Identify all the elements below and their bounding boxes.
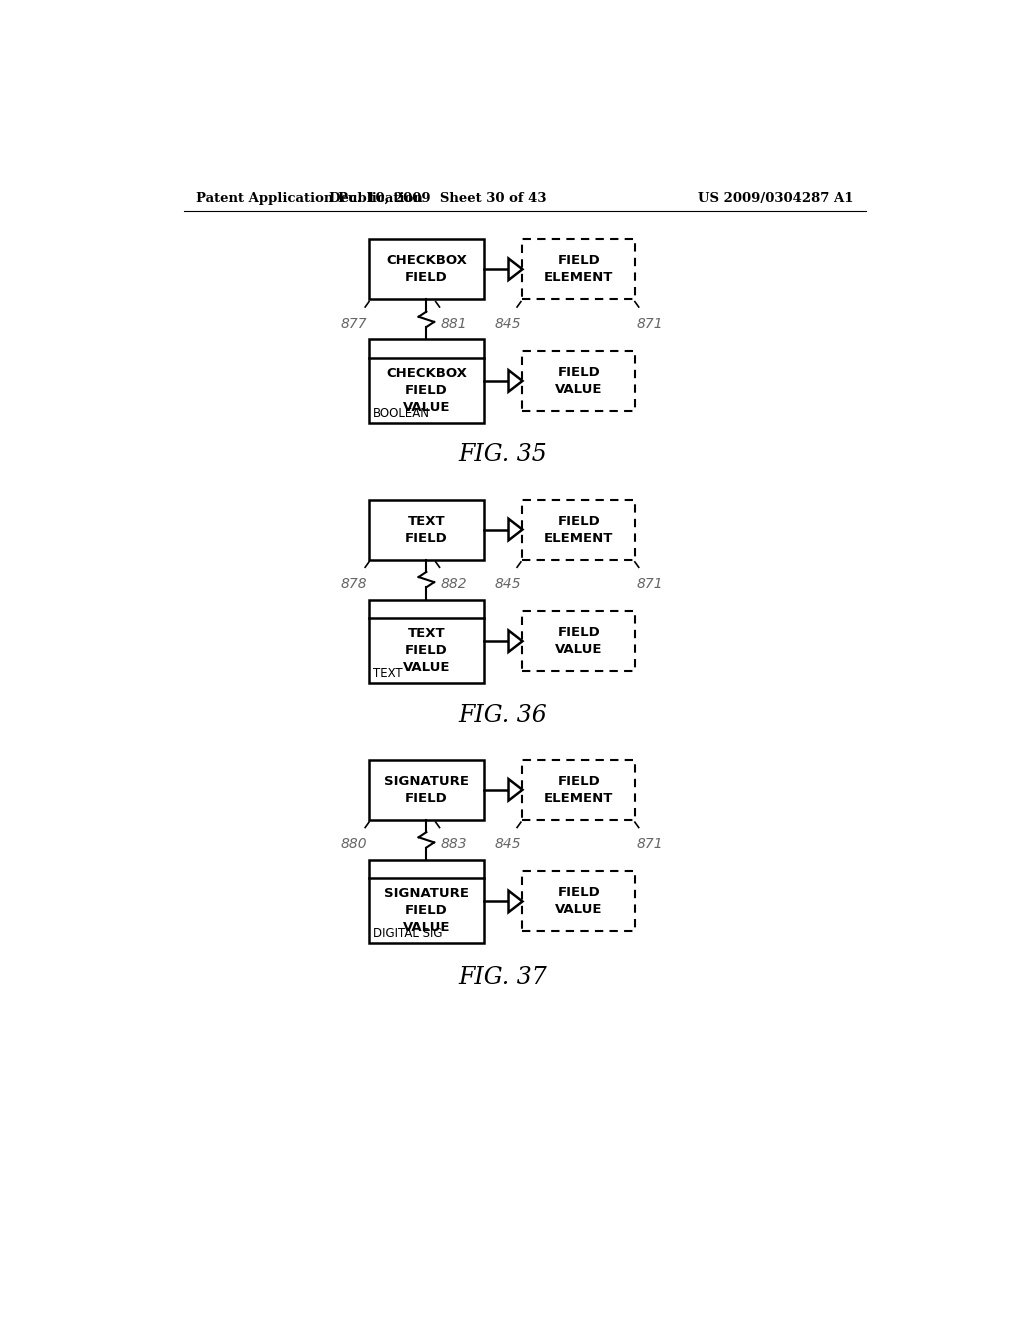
Bar <box>522 499 635 560</box>
Text: 880: 880 <box>341 837 368 851</box>
Bar <box>522 239 635 300</box>
Bar <box>522 351 635 411</box>
Text: SIGNATURE
FIELD: SIGNATURE FIELD <box>384 775 469 805</box>
Text: FIELD
VALUE: FIELD VALUE <box>555 366 602 396</box>
Text: 845: 845 <box>495 317 521 331</box>
Text: BOOLEAN: BOOLEAN <box>373 407 430 420</box>
Bar <box>522 760 635 820</box>
Text: 871: 871 <box>636 837 663 851</box>
Polygon shape <box>509 779 522 800</box>
Text: 845: 845 <box>495 837 521 851</box>
Text: 882: 882 <box>440 577 467 591</box>
Bar <box>369 239 483 300</box>
Text: FIELD
ELEMENT: FIELD ELEMENT <box>544 515 613 545</box>
Bar <box>369 859 483 942</box>
Polygon shape <box>509 519 522 540</box>
Text: TEXT
FIELD: TEXT FIELD <box>406 515 447 545</box>
Text: 877: 877 <box>341 317 368 331</box>
Polygon shape <box>509 259 522 280</box>
Text: SIGNATURE
FIELD
VALUE: SIGNATURE FIELD VALUE <box>384 887 469 935</box>
Text: 871: 871 <box>636 317 663 331</box>
Text: Dec. 10, 2009  Sheet 30 of 43: Dec. 10, 2009 Sheet 30 of 43 <box>330 191 547 205</box>
Bar <box>522 871 635 932</box>
Text: 883: 883 <box>440 837 467 851</box>
Polygon shape <box>509 631 522 652</box>
Polygon shape <box>509 891 522 912</box>
Text: FIELD
VALUE: FIELD VALUE <box>555 626 602 656</box>
Text: 878: 878 <box>341 577 368 591</box>
Text: US 2009/0304287 A1: US 2009/0304287 A1 <box>698 191 853 205</box>
Text: FIELD
ELEMENT: FIELD ELEMENT <box>544 255 613 284</box>
Text: DIGITAL SIG: DIGITAL SIG <box>373 927 442 940</box>
Text: FIG. 37: FIG. 37 <box>458 966 547 989</box>
Polygon shape <box>509 370 522 392</box>
Bar <box>369 499 483 560</box>
Bar <box>369 339 483 422</box>
Text: FIG. 35: FIG. 35 <box>458 444 547 466</box>
Text: FIG. 36: FIG. 36 <box>458 704 547 726</box>
Text: 871: 871 <box>636 577 663 591</box>
Text: TEXT: TEXT <box>373 667 402 680</box>
Text: 845: 845 <box>495 577 521 591</box>
Text: FIELD
ELEMENT: FIELD ELEMENT <box>544 775 613 805</box>
Text: TEXT
FIELD
VALUE: TEXT FIELD VALUE <box>402 627 451 675</box>
Bar <box>369 760 483 820</box>
Text: CHECKBOX
FIELD
VALUE: CHECKBOX FIELD VALUE <box>386 367 467 413</box>
Text: 881: 881 <box>440 317 467 331</box>
Text: CHECKBOX
FIELD: CHECKBOX FIELD <box>386 255 467 284</box>
Text: Patent Application Publication: Patent Application Publication <box>197 191 423 205</box>
Text: FIELD
VALUE: FIELD VALUE <box>555 887 602 916</box>
Bar <box>522 611 635 671</box>
Bar <box>369 599 483 682</box>
